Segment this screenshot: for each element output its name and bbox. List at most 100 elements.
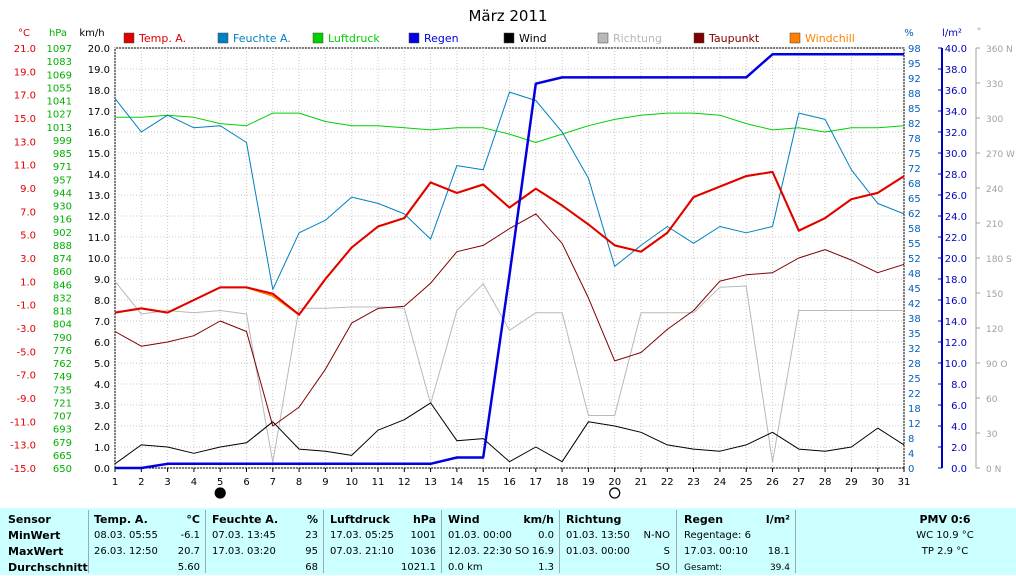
wind-max-date: 12.03. [448, 546, 480, 557]
humidity-tick-label: 78 [908, 134, 921, 145]
x-tick-label: 12 [398, 477, 411, 488]
rain-tick-label: 24.0 [945, 212, 967, 223]
axes: 1 2 3 4 5 6 7 8 9 10 11 12 13 14 15 16 17 18 19 20 21 22 23 24 2… [10, 44, 1015, 488]
series-taupunkt-line [114, 213, 905, 427]
hum-max-date: 17.03. [212, 546, 244, 557]
humidity-tick-label: 62 [908, 209, 921, 220]
temp-tick-label: -9.0 [16, 394, 36, 405]
press-avg-value: 1021.1 [401, 562, 436, 573]
temp-avg-value: 5.60 [177, 562, 200, 573]
rain-tick-label: 36.0 [945, 86, 967, 97]
press-max-time: 21:10 [365, 546, 394, 557]
pressure-tick-label: 860 [53, 267, 72, 278]
humidity-tick-label: 98 [908, 44, 921, 55]
legend-swatch [408, 32, 420, 44]
rain-tick-label: 12.0 [945, 338, 967, 349]
temp-tick-label: -3.0 [16, 324, 36, 335]
series-temp-a-line [114, 170, 905, 316]
legend-label: Feuchte A. [233, 32, 291, 45]
temp-tick-label: -13.0 [10, 441, 36, 452]
legend-label: Luftdruck [328, 32, 380, 45]
legend-label: Windchill [805, 32, 855, 45]
humidity-tick-label: 12 [908, 419, 921, 430]
humidity-tick-label: 85 [908, 104, 921, 115]
temp-tick-label: 7.0 [20, 207, 36, 218]
humidity-tick-label: 68 [908, 179, 921, 190]
legend-swatch [693, 32, 705, 44]
direction-tick-label: 0 N [986, 465, 1001, 475]
stats-direction-col: Richtung 01.03. 13:50 N-NO 01.03. 00:00 S … [566, 512, 670, 576]
x-tick-label: 7 [270, 477, 276, 488]
hum-max-time: 03:20 [247, 546, 276, 557]
hum-header: Feuchte A. [212, 513, 279, 526]
rain-tick-label: 22.0 [945, 233, 967, 244]
rain-tick-label: 8.0 [951, 380, 967, 391]
humidity-tick-label: 82 [908, 119, 921, 130]
direction-tick-label: 30 [986, 430, 998, 440]
temp-tick-label: 17.0 [14, 91, 36, 102]
pressure-tick-label: 957 [53, 175, 72, 186]
pressure-tick-label: 902 [53, 228, 72, 239]
x-tick-label: 31 [898, 477, 911, 488]
temp-max-value: 20.7 [177, 546, 200, 557]
wind-tick-label: 19.0 [88, 65, 110, 76]
x-tick-label: 3 [164, 477, 170, 488]
x-tick-label: 24 [714, 477, 727, 488]
x-tick-label: 4 [191, 477, 197, 488]
wind-tick-label: 10.0 [88, 254, 110, 265]
rain-max-value: 18.1 [767, 546, 790, 557]
direction-tick-label: 330 [986, 80, 1003, 90]
pressure-tick-label: 721 [53, 398, 72, 409]
wind-tick-label: 7.0 [94, 317, 110, 328]
pressure-tick-label: 846 [53, 280, 72, 291]
rain-tick-label: 38.0 [945, 65, 967, 76]
wind-tick-label: 2.0 [94, 422, 110, 433]
rain-tick-label: 0.0 [951, 464, 967, 475]
legend-label: Regen [424, 32, 459, 45]
temp-unit-label: °C [18, 28, 30, 39]
wind-tick-label: 13.0 [88, 191, 110, 202]
rain-tick-label: 28.0 [945, 170, 967, 181]
rain-tick-label: 30.0 [945, 149, 967, 160]
pressure-tick-label: 888 [53, 241, 72, 252]
humidity-tick-label: 18 [908, 404, 921, 415]
press-header: Luftdruck [330, 513, 390, 526]
series-luftdruck-line [115, 112, 905, 143]
pressure-tick-label: 790 [53, 333, 72, 344]
x-tick-label: 1 [112, 477, 118, 488]
new-moon-icon [214, 487, 226, 499]
wind-avg-value: 1.3 [538, 562, 554, 573]
pressure-tick-label: 679 [53, 438, 72, 449]
stats-pmv-col: PMV 0:6 WC 10.9 °C TP 2.9 °C [890, 512, 1000, 560]
pressure-tick-label: 944 [53, 188, 72, 199]
rain-tick-label: 34.0 [945, 107, 967, 118]
pressure-tick-label: 930 [53, 202, 72, 213]
humidity-tick-label: 25 [908, 374, 921, 385]
hum-min-time: 13:45 [247, 530, 276, 541]
series-lines [114, 53, 905, 470]
x-tick-label: 28 [819, 477, 832, 488]
x-tick-label: 20 [608, 477, 621, 488]
wind-tick-label: 5.0 [94, 359, 110, 370]
pressure-tick-label: 693 [53, 425, 72, 436]
pressure-tick-label: 1027 [47, 110, 72, 121]
legend-swatch [597, 32, 609, 44]
legend-label: Wind [519, 32, 547, 45]
pressure-tick-label: 776 [53, 346, 72, 357]
humidity-tick-label: 92 [908, 74, 921, 85]
stats-humidity-col: Feuchte A.% 07.03. 13:45 23 17.03. 03:20 9… [212, 512, 318, 576]
rain-total-label: Gesamt: [684, 563, 723, 573]
full-moon-icon [609, 487, 621, 499]
rain-total-value: 39.4 [769, 563, 790, 573]
wind-tick-label: 18.0 [88, 86, 110, 97]
temp-min-date: 08.03. [94, 530, 126, 541]
humidity-tick-label: 45 [908, 284, 921, 295]
pressure-tick-label: 665 [53, 451, 72, 462]
humidity-tick-label: 28 [908, 359, 921, 370]
x-tick-label: 26 [766, 477, 779, 488]
x-tick-label: 11 [372, 477, 385, 488]
pressure-tick-label: 762 [53, 359, 72, 370]
hum-max-value: 95 [305, 546, 318, 557]
x-tick-label: 10 [345, 477, 358, 488]
x-tick-label: 29 [845, 477, 858, 488]
